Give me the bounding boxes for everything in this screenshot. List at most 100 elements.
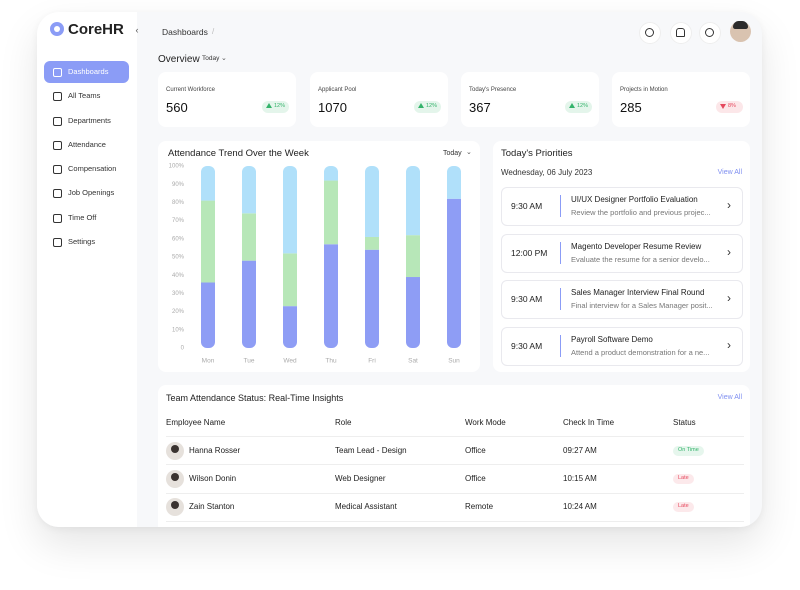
row-divider bbox=[166, 464, 744, 465]
brand-logo-mark bbox=[54, 26, 60, 32]
stat-change: 12% bbox=[426, 103, 438, 109]
nav-icon bbox=[53, 68, 62, 77]
breadcrumb-separator: / bbox=[212, 27, 215, 36]
nav-label: Dashboards bbox=[68, 67, 109, 76]
brand-name: CoreHR bbox=[68, 21, 124, 38]
nav-label: Time Off bbox=[68, 213, 97, 222]
employee-role: Team Lead - Design bbox=[335, 446, 407, 455]
priority-desc: Attend a product demonstration for a ne.… bbox=[571, 348, 710, 357]
employee-role: Medical Assistant bbox=[335, 502, 397, 511]
chart-card bbox=[158, 141, 480, 372]
priority-title: Payroll Software Demo bbox=[571, 335, 653, 344]
employee-avatar-head bbox=[171, 445, 179, 453]
priorities-date: Wednesday, 06 July 2023 bbox=[501, 168, 593, 177]
trend-up-icon bbox=[418, 103, 424, 108]
nav-item[interactable] bbox=[44, 61, 129, 83]
priority-chevron: › bbox=[727, 245, 731, 259]
dropdown-caret: ⌄ bbox=[221, 55, 227, 62]
nav-icon bbox=[53, 189, 62, 198]
row-divider bbox=[166, 436, 744, 437]
nav-label: Job Openings bbox=[68, 188, 115, 197]
trend-up-icon bbox=[266, 103, 272, 108]
priority-time: 9:30 AM bbox=[511, 294, 543, 304]
stat-card bbox=[158, 72, 296, 127]
team-card bbox=[158, 385, 750, 527]
employee-avatar-head bbox=[171, 501, 179, 509]
status-badge: Late bbox=[673, 474, 694, 484]
team-title: Team Attendance Status: Real-Time Insigh… bbox=[166, 393, 344, 403]
work-mode: Office bbox=[465, 474, 486, 483]
priority-desc: Final interview for a Sales Manager posi… bbox=[571, 301, 713, 310]
nav-icon bbox=[53, 238, 62, 247]
header-icon bbox=[676, 28, 685, 37]
priority-title: Magento Developer Resume Review bbox=[571, 242, 702, 251]
stat-label: Applicant Pool bbox=[318, 87, 357, 93]
nav-icon bbox=[53, 92, 62, 101]
stat-change: 12% bbox=[274, 103, 286, 109]
priority-divider bbox=[560, 195, 561, 217]
header-icon bbox=[705, 28, 714, 37]
column-header: Employee Name bbox=[166, 418, 226, 427]
status-badge: On Time bbox=[673, 446, 704, 456]
chart-filter[interactable]: Today bbox=[443, 150, 462, 157]
priority-item[interactable] bbox=[501, 234, 743, 273]
priority-chevron: › bbox=[727, 198, 731, 212]
breadcrumb: Dashboards bbox=[162, 27, 208, 37]
check-in-time: 10:24 AM bbox=[563, 502, 597, 511]
work-mode: Remote bbox=[465, 502, 494, 511]
app-frame: CoreHR ‹ Dashboards All Teams Departments Att… bbox=[37, 12, 762, 527]
priority-item[interactable] bbox=[501, 327, 743, 366]
nav-icon bbox=[53, 165, 62, 174]
priority-title: Sales Manager Interview Final Round bbox=[571, 288, 705, 297]
priority-title: UI/UX Designer Portfolio Evaluation bbox=[571, 195, 698, 204]
priority-chevron: › bbox=[727, 291, 731, 305]
view-all-link[interactable]: View All bbox=[717, 394, 742, 401]
column-header: Role bbox=[335, 418, 352, 427]
nav-icon bbox=[53, 117, 62, 126]
employee-avatar-head bbox=[171, 473, 179, 481]
overview-filter[interactable]: Today bbox=[202, 55, 220, 62]
stat-value: 367 bbox=[469, 100, 491, 115]
priority-item[interactable] bbox=[501, 280, 743, 319]
status-badge: Late bbox=[673, 502, 694, 512]
column-header: Work Mode bbox=[465, 418, 506, 427]
nav-label: All Teams bbox=[68, 91, 101, 100]
priority-desc: Review the portfolio and previous projec… bbox=[571, 208, 711, 217]
priority-chevron: › bbox=[727, 338, 731, 352]
collapse-button[interactable]: ‹ bbox=[135, 25, 139, 35]
chart-title: Attendance Trend Over the Week bbox=[168, 148, 309, 159]
header-icon bbox=[645, 28, 654, 37]
stat-label: Projects in Motion bbox=[620, 87, 668, 93]
trend-down-icon bbox=[720, 104, 726, 109]
nav-icon bbox=[53, 141, 62, 150]
check-in-time: 10:15 AM bbox=[563, 474, 597, 483]
priority-desc: Evaluate the resume for a senior develo.… bbox=[571, 255, 710, 264]
overview-title: Overview bbox=[158, 54, 200, 65]
user-avatar-hair bbox=[733, 21, 748, 29]
stat-card bbox=[612, 72, 750, 127]
nav-label: Compensation bbox=[68, 164, 117, 173]
employee-name: Zain Stanton bbox=[189, 502, 235, 511]
priority-divider bbox=[560, 335, 561, 357]
check-in-time: 09:27 AM bbox=[563, 446, 597, 455]
stat-value: 560 bbox=[166, 100, 188, 115]
priorities-title: Today's Priorities bbox=[501, 148, 573, 159]
view-all-link[interactable]: View All bbox=[717, 169, 742, 176]
nav-icon bbox=[53, 214, 62, 223]
trend-up-icon bbox=[569, 103, 575, 108]
stat-card bbox=[310, 72, 448, 127]
notifications-button[interactable] bbox=[670, 22, 692, 44]
stat-change: 12% bbox=[577, 103, 589, 109]
priority-item[interactable] bbox=[501, 187, 743, 226]
stat-card bbox=[461, 72, 599, 127]
nav-label: Attendance bbox=[68, 140, 106, 149]
stat-change: 8% bbox=[728, 103, 736, 109]
priority-time: 9:30 AM bbox=[511, 341, 543, 351]
stat-label: Current Workforce bbox=[166, 87, 215, 93]
dropdown-caret: ⌄ bbox=[466, 149, 472, 156]
employee-name: Hanna Rosser bbox=[189, 446, 241, 455]
priority-divider bbox=[560, 242, 561, 264]
nav-label: Settings bbox=[68, 237, 96, 246]
stat-value: 1070 bbox=[318, 100, 347, 115]
